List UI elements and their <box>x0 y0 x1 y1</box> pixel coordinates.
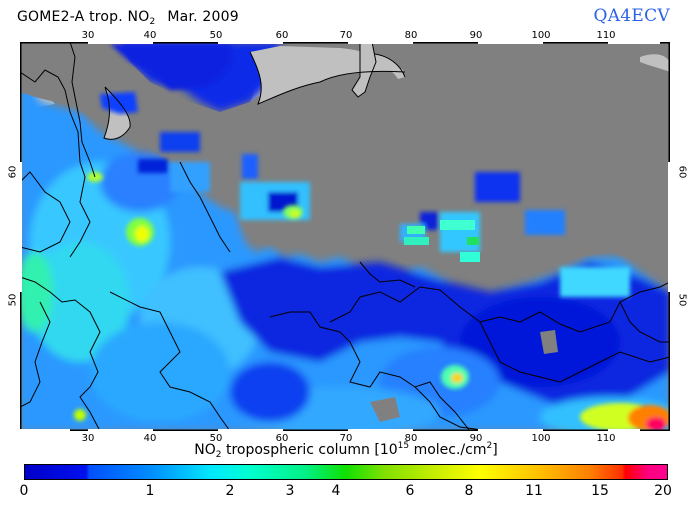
cyan-speck <box>440 220 475 230</box>
lon-tick: 100 <box>531 30 551 41</box>
lon-tick: 90 <box>469 30 483 41</box>
lon-tick: 70 <box>339 30 353 41</box>
lat-tick: 50 <box>676 293 688 307</box>
cb-label-species: NO <box>194 442 216 458</box>
lon-tick: 30 <box>81 30 95 41</box>
green-speck <box>467 237 479 245</box>
lon-tick: 60 <box>275 30 289 41</box>
map-canvas <box>17 41 680 437</box>
taz-estuary-water-2 <box>375 54 405 79</box>
cb-tick: 6 <box>405 483 415 499</box>
cb-label-end: ] <box>492 442 498 458</box>
lon-tick: 70 <box>339 433 353 444</box>
country-borders <box>19 41 671 432</box>
cb-tick: 1 <box>145 483 155 499</box>
cb-tick: 0 <box>19 483 29 499</box>
coast-water <box>640 54 670 72</box>
no2-field <box>17 42 680 437</box>
cb-tick: 15 <box>591 483 609 499</box>
cb-label-species-sub: 2 <box>215 450 222 460</box>
coastlines <box>103 41 406 140</box>
frame-ticks <box>20 42 670 431</box>
lon-tick: 80 <box>404 30 418 41</box>
map-title: GOME2-A trop. NO2 Mar. 2009 <box>17 9 239 27</box>
cb-label-unit-exponent: 2 <box>486 441 493 451</box>
colorbar-label: NO2 tropospheric column [1015 molec./cm2… <box>0 441 692 460</box>
lat-tick: 60 <box>676 165 688 179</box>
lon-tick: 110 <box>596 433 616 444</box>
lon-tick: 30 <box>81 433 95 444</box>
title-species: GOME2-A trop. NO <box>17 9 150 25</box>
lon-tick: 100 <box>531 433 551 444</box>
cb-tick: 11 <box>525 483 543 499</box>
lon-tick: 50 <box>209 433 223 444</box>
colorbar-ticks: 0 1 2 3 4 6 8 11 15 20 <box>0 483 692 501</box>
cb-tick: 20 <box>654 483 672 499</box>
cb-tick: 3 <box>285 483 295 499</box>
cb-tick: 2 <box>225 483 235 499</box>
lon-tick: 50 <box>209 30 223 41</box>
no2-map <box>17 41 680 437</box>
cb-label-mid: tropospheric column [10 <box>221 442 398 458</box>
cb-label-exponent: 15 <box>397 441 410 451</box>
green-speck <box>407 226 425 234</box>
brand-logo: QA4ECV <box>593 6 670 26</box>
no-data-patch <box>370 397 400 422</box>
title-date: Mar. 2009 <box>167 9 239 25</box>
no-data-mask <box>20 42 670 282</box>
lon-tick: 60 <box>275 433 289 444</box>
colorbar <box>24 464 668 480</box>
lon-tick: 40 <box>143 30 157 41</box>
lon-tick: 80 <box>404 433 418 444</box>
cb-tick: 8 <box>464 483 474 499</box>
lon-tick: 110 <box>596 30 616 41</box>
north-blue-patch <box>110 44 232 90</box>
cyan-speck <box>460 252 480 262</box>
no-data-patch <box>540 330 558 354</box>
lat-tick: 50 <box>7 293 19 307</box>
lon-tick: 90 <box>469 433 483 444</box>
hotspots <box>74 172 672 431</box>
lat-tick: 60 <box>7 165 19 179</box>
cb-label-unit: molec./cm <box>409 442 487 458</box>
ob-gulf-water-2 <box>352 42 376 97</box>
siberia-clusters <box>138 132 630 297</box>
cyan-speck <box>404 237 429 245</box>
lon-tick: 40 <box>143 433 157 444</box>
cb-tick: 4 <box>331 483 341 499</box>
title-species-sub: 2 <box>149 17 156 27</box>
